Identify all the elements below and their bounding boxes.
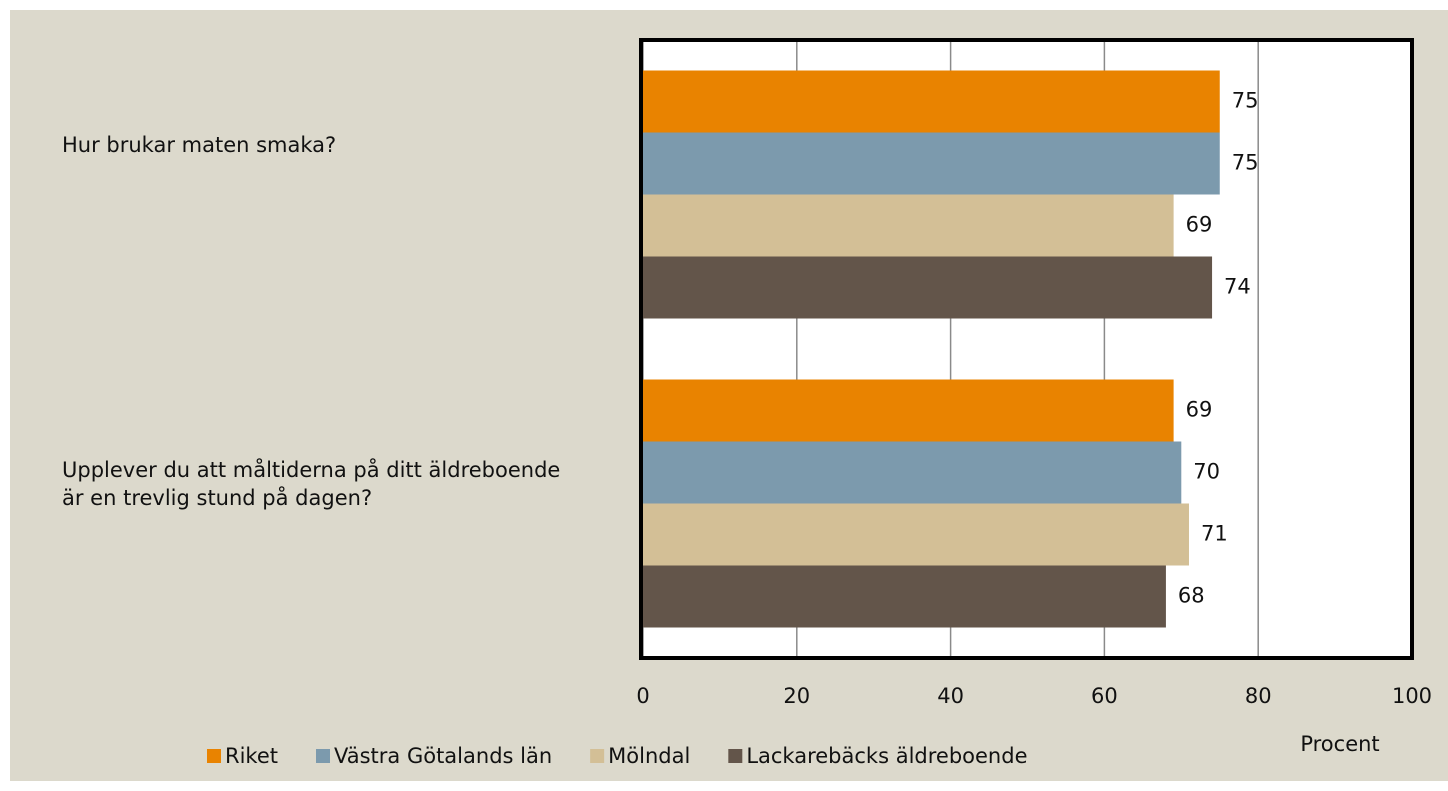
legend-label: Riket — [225, 744, 278, 768]
legend-label: Västra Götalands län — [334, 744, 552, 768]
x-tick-label: 20 — [783, 684, 810, 708]
category-label: Upplever du att måltiderna på ditt äldre… — [62, 457, 561, 510]
x-tick-label: 100 — [1392, 684, 1432, 708]
plot-border — [639, 38, 1414, 660]
bar — [643, 132, 1220, 195]
category-label: Hur brukar maten smaka? — [62, 132, 337, 157]
legend-swatch — [590, 749, 605, 763]
legend-swatch — [207, 749, 221, 763]
data-label: 69 — [1186, 398, 1213, 422]
bar — [643, 503, 1189, 566]
data-label: 75 — [1232, 89, 1259, 113]
legend-swatch — [316, 749, 330, 763]
data-label: 68 — [1178, 584, 1205, 608]
data-label: 75 — [1232, 151, 1259, 175]
bar — [643, 379, 1174, 442]
x-tick-label: 40 — [937, 684, 964, 708]
data-label: 71 — [1201, 522, 1228, 546]
data-label: 69 — [1186, 213, 1213, 237]
bar — [643, 565, 1166, 628]
x-tick-label: 80 — [1245, 684, 1272, 708]
x-tick-label: 0 — [636, 684, 649, 708]
bar — [643, 256, 1213, 319]
data-label: 74 — [1224, 275, 1251, 299]
bar — [643, 441, 1182, 504]
bar — [643, 70, 1220, 133]
bar — [643, 194, 1174, 257]
legend-label: Lackarebäcks äldreboende — [746, 744, 1027, 768]
x-tick-label: 60 — [1091, 684, 1118, 708]
legend-label: Mölndal — [608, 744, 690, 768]
x-axis-label: Procent — [1300, 732, 1379, 756]
legend-swatch — [728, 749, 743, 763]
data-label: 70 — [1193, 460, 1220, 484]
